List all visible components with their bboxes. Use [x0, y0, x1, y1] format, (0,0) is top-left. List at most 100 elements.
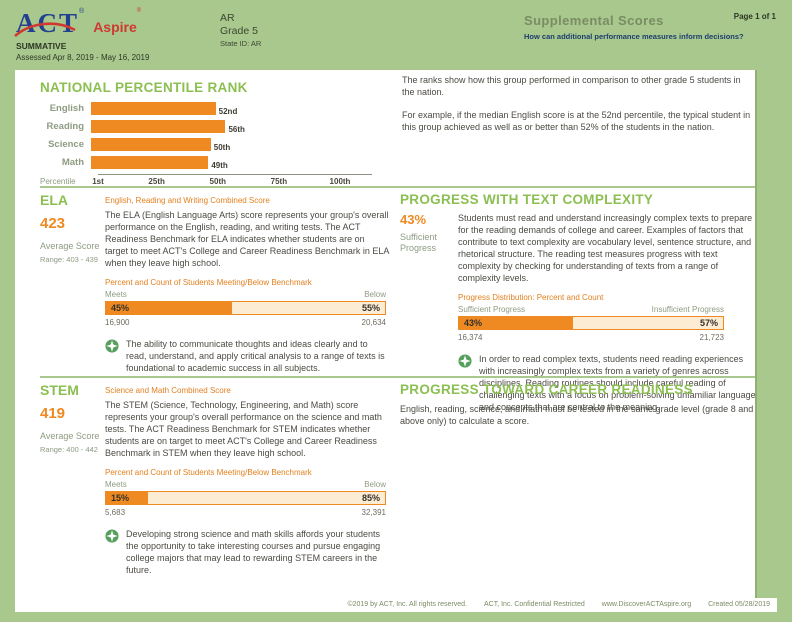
- npr-bar-category: Science: [48, 138, 84, 150]
- npr-axis-tick: 75th: [270, 177, 288, 186]
- npr-axis-label: Percentile: [40, 177, 76, 186]
- text-complexity-section: PROGRESS WITH TEXT COMPLEXITY 43% Suffic…: [400, 192, 756, 413]
- npr-bar-category: Math: [61, 156, 84, 168]
- stem-score-range: Range: 400 - 442: [40, 445, 98, 454]
- assessed-dates: Assessed Apr 8, 2019 - May 16, 2019: [16, 53, 150, 62]
- npr-axis-ticks: Percentile 1st 25th 50th 75th 100th: [40, 177, 350, 189]
- program-label: SUMMATIVE: [16, 41, 67, 51]
- npr-description-2: For example, if the median English score…: [402, 110, 751, 132]
- npr-description: The ranks show how this group performed …: [402, 74, 754, 144]
- stem-average-score: 419: [40, 405, 66, 422]
- stem-meets-pct: 15%: [111, 493, 130, 503]
- ela-below-label: Below: [364, 290, 386, 299]
- ela-score-block: ELA 423 Average Score Range: 403 - 439: [40, 192, 102, 264]
- ela-score-label: Average Score: [40, 241, 100, 251]
- text-complexity-detail: Students must read and understand increa…: [458, 212, 756, 413]
- stem-benchmark-bar: 15% 85%: [105, 491, 386, 505]
- npr-bar-track: 56th: [91, 119, 333, 134]
- tc-distribution-bar: 43% 57%: [458, 316, 724, 330]
- ela-description: The ELA (English Language Arts) score re…: [105, 210, 389, 268]
- career-readiness-description: English, reading, science, and math must…: [400, 404, 754, 426]
- npr-chart: English 52nd Reading 56th Science 50th Math 49t…: [40, 99, 390, 189]
- insufficient-progress-label: Insufficient Progress: [651, 305, 724, 314]
- insight-icon: [458, 354, 472, 413]
- text-complexity-insight-text: In order to read complex texts, students…: [479, 354, 756, 412]
- npr-description-1: The ranks show how this group performed …: [402, 75, 741, 97]
- npr-axis-tick: 50th: [209, 177, 226, 186]
- npr-bar-track: 52nd: [91, 101, 333, 116]
- logo-swoosh-icon: [14, 22, 76, 38]
- section-divider: [40, 376, 755, 378]
- text-complexity-pct-label: Sufficient Progress: [400, 232, 437, 253]
- text-complexity-score-block: 43% Sufficient Progress: [400, 212, 458, 413]
- ela-average-score: 423: [40, 215, 66, 232]
- text-complexity-insight: In order to read complex texts, students…: [458, 353, 756, 413]
- npr-bar-value: 50th: [213, 143, 231, 152]
- stem-benchmark-label: Percent and Count of Students Meeting/Be…: [105, 468, 312, 477]
- stem-title: STEM: [40, 382, 79, 398]
- stem-score-block: STEM 419 Average Score Range: 400 - 442: [40, 382, 102, 454]
- aspire-logo-text: Aspire: [93, 19, 137, 35]
- stem-below-count: 32,391: [361, 508, 386, 517]
- text-complexity-distribution-label: Progress Distribution: Percent and Count: [458, 293, 604, 302]
- text-complexity-title: PROGRESS WITH TEXT COMPLEXITY: [400, 192, 654, 207]
- npr-bar: [91, 155, 209, 169]
- sufficient-progress-segment: 43%: [459, 317, 573, 329]
- stem-score-label: Average Score: [40, 431, 100, 441]
- career-readiness-title: PROGRESS TOWARD CAREER READINESS: [400, 382, 693, 397]
- footer-website: www.DiscoverACTAspire.org: [601, 601, 692, 608]
- stem-meets-segment: 15%: [106, 492, 148, 504]
- ela-score-range: Range: 403 - 439: [40, 255, 98, 264]
- report-subtitle: How can additional performance measures …: [524, 32, 744, 41]
- stem-benchmark-chart: Meets Below 15% 85% 5,683 32,391: [105, 480, 386, 517]
- report-title: Supplemental Scores: [524, 13, 664, 28]
- page-number: Page 1 of 1: [733, 12, 776, 21]
- ela-below-segment: 55%: [232, 302, 385, 314]
- ela-benchmark-bar: 45% 55%: [105, 301, 386, 315]
- npr-bar: [91, 137, 211, 151]
- stem-description: The STEM (Science, Technology, Engineeri…: [105, 400, 382, 458]
- sufficient-progress-count: 16,374: [458, 333, 483, 342]
- footer-created: Created 05/28/2019: [708, 601, 770, 608]
- stem-meets-label: Meets: [105, 480, 127, 489]
- ela-benchmark-label: Percent and Count of Students Meeting/Be…: [105, 278, 312, 287]
- npr-bar: [91, 119, 226, 133]
- career-readiness-section: PROGRESS TOWARD CAREER READINESS English…: [400, 382, 760, 427]
- header: ACT®Aspire® SUMMATIVE Assessed Apr 8, 20…: [0, 0, 792, 70]
- insufficient-progress-pct: 57%: [699, 318, 718, 328]
- npr-bar-value: 56th: [228, 125, 245, 134]
- grade-label: Grade 5: [220, 25, 258, 37]
- ela-title: ELA: [40, 192, 68, 208]
- insight-icon: [105, 529, 119, 576]
- insufficient-progress-segment: 57%: [573, 317, 723, 329]
- npr-axis-line: [98, 174, 372, 175]
- npr-section-title: NATIONAL PERCENTILE RANK: [40, 80, 248, 95]
- stem-below-pct: 85%: [361, 493, 380, 503]
- sufficient-progress-label: Sufficient Progress: [458, 305, 525, 314]
- footer: ©2019 by ACT, Inc. All rights reserved. …: [0, 601, 770, 608]
- npr-bar-value: 52nd: [218, 107, 238, 116]
- text-complexity-pct: 43%: [400, 212, 427, 227]
- ela-insight-text: The ability to communicate thoughts and …: [126, 339, 385, 373]
- section-divider: [40, 186, 755, 188]
- ela-insight: The ability to communicate thoughts and …: [105, 338, 390, 374]
- logo-row: ACT®Aspire®: [14, 8, 149, 38]
- stem-detail-block: Science and Math Combined Score The STEM…: [105, 386, 390, 576]
- ela-meets-label: Meets: [105, 290, 127, 299]
- ela-combined-score-label: English, Reading and Writing Combined Sc…: [105, 196, 270, 205]
- npr-bar-row: English 52nd: [40, 99, 390, 117]
- npr-bar-row: Math 49th: [40, 153, 390, 171]
- stem-combined-score-label: Science and Math Combined Score: [105, 386, 231, 395]
- npr-rows: English 52nd Reading 56th Science 50th Math 49t…: [40, 99, 390, 171]
- insight-icon: [105, 339, 119, 374]
- npr-bar-track: 50th: [91, 137, 333, 152]
- npr-bar-category: English: [49, 102, 84, 114]
- text-complexity-chart: Sufficient Progress Insufficient Progres…: [458, 305, 724, 342]
- npr-bar: [91, 101, 216, 115]
- footer-confidential: ACT, Inc. Confidential Restricted: [484, 601, 585, 608]
- npr-axis-tick: 100th: [329, 177, 351, 186]
- text-complexity-description: Students must read and understand increa…: [458, 213, 753, 283]
- npr-bar-category: Reading: [46, 120, 84, 132]
- insufficient-progress-count: 21,723: [699, 333, 724, 342]
- aspire-registered-mark: ®: [136, 8, 142, 14]
